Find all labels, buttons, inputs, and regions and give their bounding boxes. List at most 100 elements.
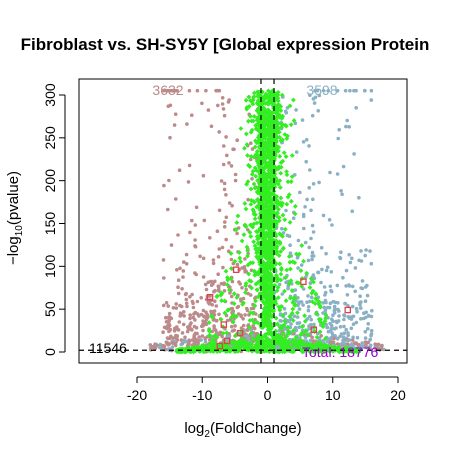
data-point <box>222 289 227 293</box>
highlight-point <box>292 211 298 217</box>
highlight-point <box>264 290 270 296</box>
highlight-point <box>282 338 287 344</box>
highlight-point <box>256 89 262 95</box>
highlight-point <box>240 301 245 307</box>
data-point <box>179 342 183 347</box>
highlight-point <box>274 219 280 225</box>
data-point <box>241 323 246 328</box>
highlight-point <box>278 265 284 271</box>
data-point <box>363 336 368 340</box>
data-point <box>213 328 218 333</box>
flagged-point <box>223 337 231 345</box>
data-point <box>169 316 174 321</box>
highlight-point <box>266 254 272 260</box>
data-point <box>224 313 229 318</box>
highlight-point <box>275 98 281 104</box>
highlight-point <box>322 344 328 350</box>
highlight-point <box>248 186 254 192</box>
data-point <box>359 300 363 304</box>
highlight-point <box>272 301 277 306</box>
data-point <box>167 323 172 328</box>
data-point <box>280 292 285 296</box>
data-point <box>353 266 358 270</box>
highlight-point <box>267 287 273 293</box>
highlight-point <box>264 262 270 268</box>
x-axis-label: log2(FoldChange) <box>184 420 301 440</box>
data-point <box>251 325 255 330</box>
data-point <box>220 96 225 100</box>
data-point <box>201 256 206 261</box>
data-point <box>190 292 194 297</box>
highlight-point <box>268 156 274 162</box>
data-point <box>338 256 343 261</box>
highlight-point <box>266 248 272 253</box>
data-point <box>343 88 348 93</box>
highlight-point <box>262 348 267 354</box>
data-point <box>224 215 229 220</box>
data-point <box>347 125 352 129</box>
data-point <box>332 327 337 331</box>
highlight-point <box>260 136 266 142</box>
data-point <box>226 249 231 253</box>
data-point <box>346 304 350 308</box>
highlight-point <box>302 313 308 319</box>
flagged-point <box>300 278 307 286</box>
data-point <box>221 107 226 111</box>
data-point <box>350 284 355 289</box>
data-point <box>344 268 349 273</box>
highlight-point <box>262 93 268 99</box>
data-point <box>205 312 209 317</box>
data-point <box>215 229 220 233</box>
data-point <box>363 329 368 334</box>
data-point <box>329 270 334 274</box>
data-point <box>174 197 178 201</box>
highlight-point <box>224 282 230 288</box>
highlight-point <box>295 344 301 350</box>
highlight-point <box>253 126 259 132</box>
highlight-point <box>268 143 274 149</box>
highlight-point <box>310 288 316 294</box>
data-point <box>345 293 350 297</box>
highlight-point <box>273 246 279 252</box>
data-point <box>249 306 254 311</box>
data-point <box>364 248 368 252</box>
highlight-point <box>239 336 245 342</box>
highlight-point <box>245 153 250 158</box>
highlight-point <box>264 307 270 313</box>
highlight-point <box>278 195 284 201</box>
highlight-point <box>318 345 324 351</box>
highlight-point <box>244 244 250 250</box>
highlight-point <box>234 343 240 348</box>
highlight-point <box>249 171 255 177</box>
data-point <box>363 253 368 258</box>
highlight-point <box>311 279 316 285</box>
data-point <box>200 334 205 338</box>
highlight-point <box>313 291 319 297</box>
data-point <box>305 197 309 202</box>
highlight-point <box>279 304 285 309</box>
data-point <box>351 335 355 340</box>
highlight-point <box>308 341 314 347</box>
highlight-point <box>280 336 286 342</box>
data-point <box>293 173 297 177</box>
highlight-point <box>269 314 275 320</box>
highlight-point <box>268 161 274 167</box>
highlight-point <box>252 144 258 150</box>
data-point <box>354 320 359 325</box>
highlight-point <box>262 224 268 230</box>
data-point <box>332 336 337 341</box>
data-point <box>161 343 165 348</box>
highlight-point <box>254 320 260 325</box>
highlight-point <box>232 258 238 264</box>
data-point <box>307 186 312 190</box>
highlight-point <box>231 291 237 297</box>
data-point <box>369 314 374 319</box>
highlight-point <box>277 261 283 267</box>
data-point <box>347 283 351 287</box>
highlight-point <box>267 294 272 300</box>
highlight-point <box>261 289 267 295</box>
data-point <box>166 343 171 347</box>
data-point <box>166 207 170 212</box>
highlight-point <box>257 171 263 177</box>
